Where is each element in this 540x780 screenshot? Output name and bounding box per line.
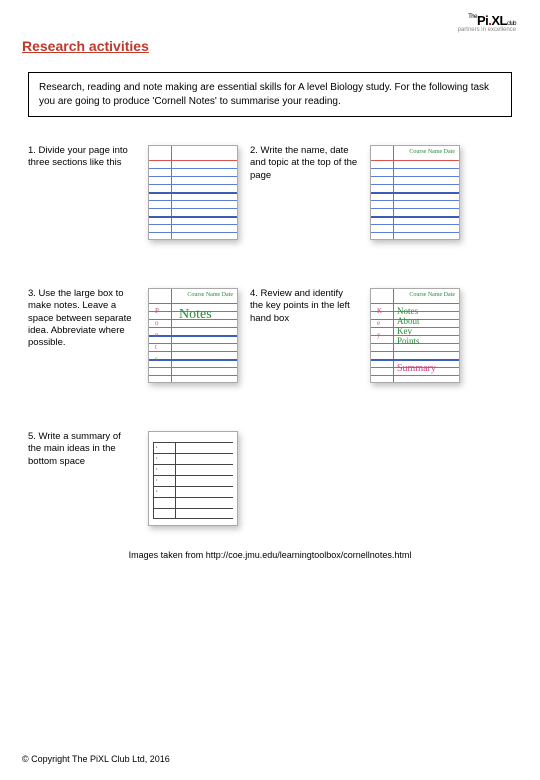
page-title: Research activities [22,38,518,54]
step-1-image [148,145,238,240]
step-1-text: 1. Divide your page into three sections … [28,145,136,170]
step-3-image: Course Name Date Ponts Notes [148,288,238,383]
logo-the: The [468,14,477,20]
pixl-logo: ThePi.XLclub partners in excellence [458,14,516,33]
logo-pi: Pi [477,13,488,28]
copyright: © Copyright The PiXL Club Ltd, 2016 [22,754,170,764]
paper-header-4: Course Name Date [409,292,455,298]
step-5-text: 5. Write a summary of the main ideas in … [28,431,136,468]
step-3-text: 3. Use the large box to make notes. Leav… [28,288,136,350]
intro-box: Research, reading and note making are es… [28,72,512,117]
notes-word: Notes [179,307,212,323]
step-row-3: 5. Write a summary of the main ideas in … [22,431,518,526]
paper-header-3: Course Name Date [187,292,233,298]
image-credit: Images taken from http://coe.jmu.edu/lea… [22,550,518,560]
step-row-1: 1. Divide your page into three sections … [22,145,518,240]
step-4-image: Course Name Date Key Notes About Key Poi… [370,288,460,383]
step-5-image: • • • • • [148,431,238,526]
keypoints-word: Notes About Key Points [397,307,420,347]
paper-header: Course Name Date [409,149,455,155]
summary-word: Summary [397,363,436,374]
cue-column-4: Key [377,305,382,341]
logo-tagline: partners in excellence [458,27,516,33]
step-row-2: 3. Use the large box to make notes. Leav… [22,288,518,383]
step-2-image: Course Name Date [370,145,460,240]
step-2-text: 2. Write the name, date and topic at the… [250,145,358,182]
step-4-text: 4. Review and identify the key points in… [250,288,358,325]
cue-column-3: Ponts [155,305,159,365]
logo-xl: XL [491,13,507,28]
